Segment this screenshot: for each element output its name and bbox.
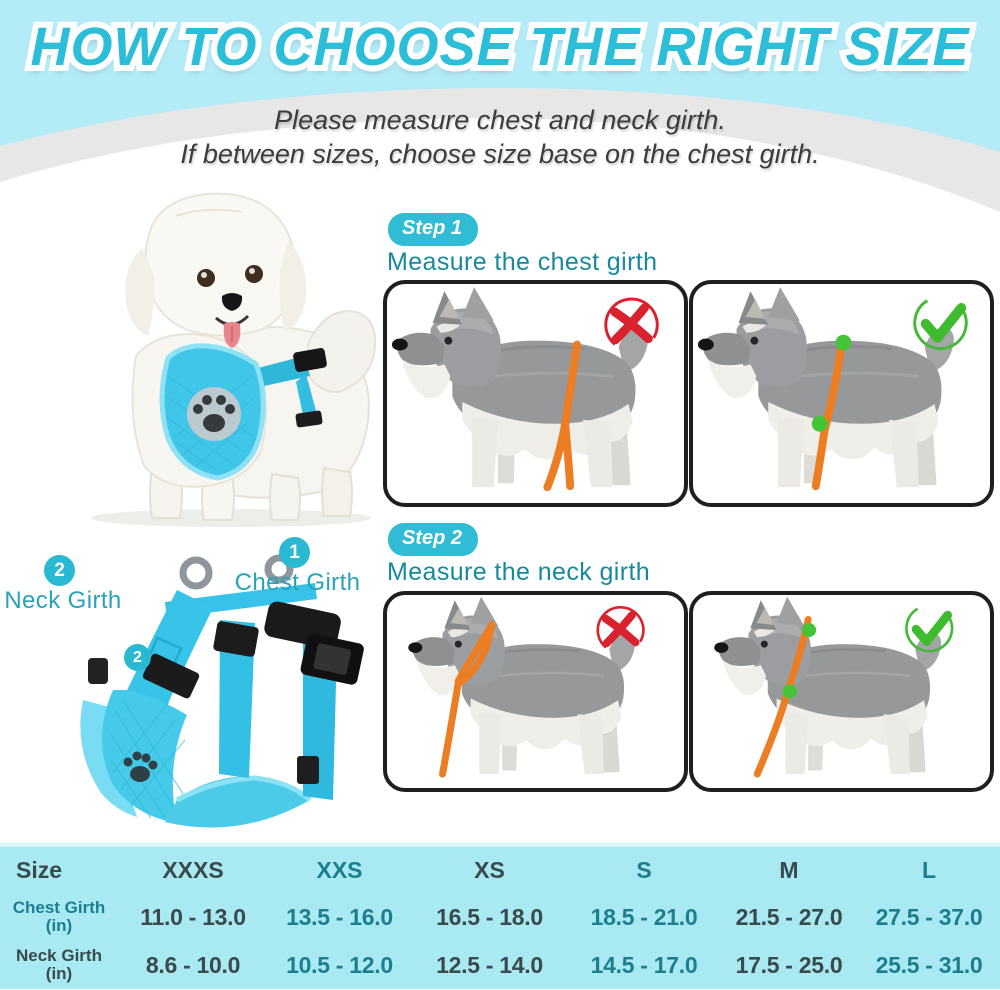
page-title-outline: HOW TO CHOOSE THE RIGHT SIZE <box>24 11 974 83</box>
row-label-unit: (in) <box>45 916 73 935</box>
step-2-wrong-photo <box>383 591 688 792</box>
neck-girth-label: Neck Girth <box>4 587 122 614</box>
chest-girth-xxs: 13.5 - 16.0 <box>286 903 393 930</box>
harness-photo <box>80 554 364 828</box>
page-title-text: HOW TO CHOOSE THE RIGHT SIZE <box>30 17 970 77</box>
size-table-header-m: M <box>779 856 799 883</box>
subtitle-line2: If between sizes, choose size base on th… <box>180 139 820 169</box>
size-table-header-xxs: XXS <box>316 856 363 883</box>
header-background <box>0 0 1000 212</box>
d-ring-icon <box>179 554 294 590</box>
measuring-tape-wrong-position <box>543 340 582 492</box>
step-1-correct-photo <box>689 280 994 507</box>
check-mark-icon <box>898 597 960 659</box>
size-table-header-xxxs: XXXS <box>162 856 224 883</box>
size-table-header-s: S <box>636 856 652 883</box>
schnauzer-correct-neck-illustration <box>712 595 990 778</box>
measuring-tape-wrong-position <box>439 621 496 778</box>
step-1-wrong-photo <box>383 280 688 507</box>
schnauzer-wrong-chest-illustration <box>390 284 684 492</box>
chest-girth-xxxs: 11.0 - 13.0 <box>140 903 246 930</box>
neck-girth-xxxs: 8.6 - 10.0 <box>145 951 241 978</box>
subtitle-line1: Please measure chest and neck girth. <box>274 105 726 135</box>
measure-point-dot <box>811 415 828 432</box>
check-mark-icon <box>905 288 975 358</box>
size-table-header-size: Size <box>16 856 63 883</box>
row-label-text: Chest Girth <box>12 897 106 917</box>
chest-girth-xs: 16.5 - 18.0 <box>436 903 543 930</box>
schnauzer-correct-chest-illustration <box>696 284 990 491</box>
measure-point-dot <box>782 684 797 699</box>
neck-girth-xs: 12.5 - 14.0 <box>436 951 543 978</box>
product-dog-photo <box>91 192 377 527</box>
buckle-icon <box>264 601 364 685</box>
size-table: Size XXXS XXS XS S M L Chest Girth (in) … <box>0 843 1000 989</box>
neck-girth-s: 14.5 - 17.0 <box>590 951 698 978</box>
chest-girth-s: 18.5 - 21.0 <box>590 903 698 930</box>
step-2-correct-photo <box>689 591 994 792</box>
chest-girth-m: 21.5 - 27.0 <box>735 903 843 930</box>
neck-girth-m: 17.5 - 25.0 <box>735 951 843 978</box>
neck-girth-l: 25.5 - 31.0 <box>875 951 983 978</box>
step-1-heading: Measure the chest girth <box>387 248 658 276</box>
step-2-heading: Measure the neck girth <box>387 558 651 586</box>
chest-girth-label: Chest Girth <box>234 569 361 596</box>
size-table-header-xs: XS <box>474 856 505 883</box>
neck-strap-number-badge: 2 <box>124 644 151 671</box>
size-table-header-l: L <box>921 856 937 883</box>
schnauzer-wrong-neck-illustration <box>406 595 684 778</box>
neck-girth-row-label: Neck Girth (in) <box>0 945 118 984</box>
chest-girth-row-label: Chest Girth (in) <box>0 897 118 936</box>
step-1-badge: Step 1 <box>388 213 479 246</box>
page-title: HOW TO CHOOSE THE RIGHT SIZE HOW TO CHOO… <box>0 11 1000 83</box>
chest-girth-number-badge: 1 <box>279 537 310 568</box>
step-2-badge: Step 2 <box>388 523 479 556</box>
row-label-text: Neck Girth <box>16 945 102 965</box>
row-label-unit: (in) <box>45 964 73 983</box>
neck-girth-number-badge: 2 <box>44 555 75 586</box>
measure-point-dot <box>835 334 852 351</box>
paw-print-icon <box>123 751 158 782</box>
measure-point-dot <box>802 623 817 638</box>
chest-girth-l: 27.5 - 37.0 <box>875 903 983 930</box>
neck-girth-xxs: 10.5 - 12.0 <box>286 951 393 978</box>
